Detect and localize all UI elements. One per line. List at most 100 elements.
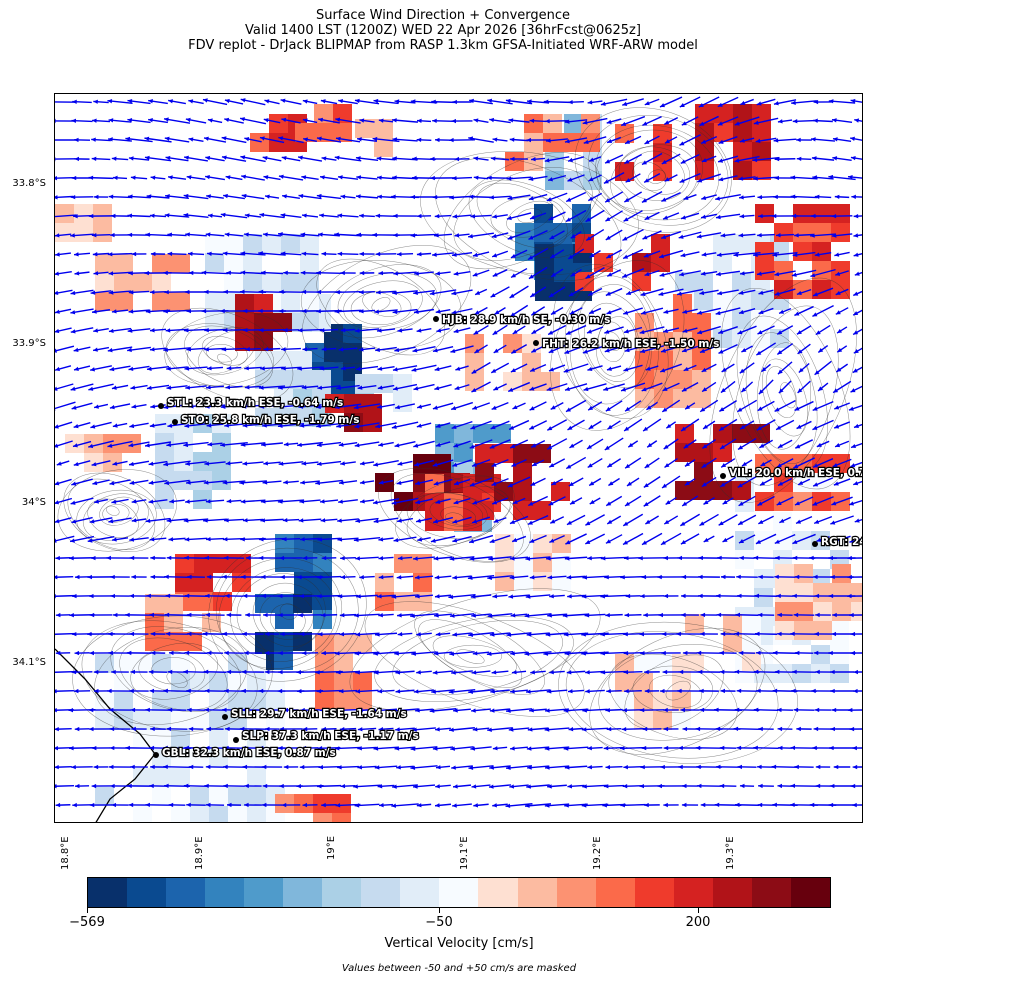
wind-arrow	[416, 118, 432, 124]
velocity-cell	[831, 204, 850, 223]
wind-arrow	[374, 708, 398, 713]
wind-arrow	[129, 688, 149, 694]
wind-arrow	[641, 532, 663, 546]
wind-arrow	[184, 289, 208, 295]
velocity-cell	[653, 162, 672, 181]
wind-arrow	[722, 497, 734, 505]
wind-arrow	[278, 174, 304, 181]
velocity-cell	[103, 453, 122, 472]
wind-arrow	[355, 517, 379, 524]
wind-arrow	[490, 156, 510, 161]
wind-arrow	[149, 423, 167, 428]
velocity-cell	[353, 691, 372, 710]
wind-arrow	[847, 574, 862, 580]
wind-arrow	[392, 784, 418, 789]
wind-arrow	[547, 324, 567, 336]
wind-arrow	[416, 632, 432, 637]
velocity-cell	[672, 673, 691, 692]
wind-arrow	[241, 669, 265, 675]
wind-arrow	[183, 441, 209, 448]
wind-arrow	[741, 459, 753, 467]
wind-arrow	[432, 670, 454, 675]
terrain-contour	[490, 196, 565, 238]
terrain-contour	[598, 321, 626, 362]
velocity-cell	[269, 114, 288, 133]
velocity-cell	[275, 534, 294, 553]
wind-arrow	[489, 708, 511, 713]
velocity-cell	[694, 443, 713, 462]
terrain-contour	[416, 492, 488, 530]
wind-arrow	[548, 364, 566, 372]
wind-arrow	[396, 479, 414, 485]
wind-arrow	[663, 555, 679, 561]
wind-arrow	[736, 688, 758, 694]
wind-arrow	[663, 117, 679, 125]
wind-arrow	[397, 613, 413, 618]
wind-arrow	[392, 156, 418, 161]
wind-arrow	[206, 574, 224, 580]
wind-arrow	[715, 764, 741, 770]
wind-arrow	[378, 575, 394, 580]
terrain-contour	[236, 573, 326, 653]
wind-arrow	[454, 233, 470, 238]
wind-arrow	[775, 419, 795, 431]
velocity-cell	[74, 223, 93, 242]
colorbar-swatch-18	[790, 878, 830, 907]
velocity-cell	[190, 711, 209, 730]
wind-arrow	[473, 175, 489, 180]
velocity-cell	[522, 372, 541, 391]
velocity-cell	[713, 310, 732, 329]
wind-arrow	[796, 420, 812, 430]
wind-arrow	[164, 479, 190, 486]
wind-arrow	[259, 212, 285, 219]
wind-arrow	[474, 288, 488, 296]
velocity-cell	[465, 334, 484, 353]
wind-arrow	[150, 764, 166, 770]
wind-arrow	[491, 458, 509, 468]
wind-arrow	[453, 497, 471, 505]
wind-arrow	[587, 746, 603, 751]
wind-arrow	[279, 726, 303, 732]
wind-arrow	[738, 233, 756, 238]
wind-arrow	[755, 342, 777, 356]
velocity-cell	[685, 614, 704, 633]
wind-arrow	[416, 422, 432, 428]
wind-arrow	[434, 365, 452, 372]
wind-arrow	[107, 99, 133, 104]
wind-arrow	[852, 745, 862, 751]
wind-arrow	[796, 726, 812, 732]
wind-arrow	[167, 175, 187, 180]
wind-arrow	[435, 271, 451, 276]
wind-arrow	[70, 327, 94, 334]
velocity-cell	[634, 673, 653, 692]
wind-arrow	[530, 157, 546, 162]
wind-arrow	[435, 727, 451, 732]
velocity-cell	[193, 414, 212, 433]
wind-arrow	[148, 479, 168, 485]
wind-arrow	[701, 381, 717, 393]
terrain-contour	[553, 264, 669, 419]
wind-arrow	[720, 233, 736, 238]
wind-arrow	[529, 534, 547, 544]
velocity-cell	[295, 123, 314, 142]
wind-arrow	[127, 117, 151, 124]
velocity-cell	[247, 749, 266, 768]
wind-arrow	[240, 98, 266, 106]
velocity-cell	[293, 351, 312, 370]
wind-arrow	[222, 251, 246, 256]
wind-arrow	[834, 194, 850, 200]
wind-arrow	[718, 344, 738, 354]
velocity-cell	[293, 594, 312, 613]
wind-arrow	[644, 135, 660, 145]
colorbar-swatch-1	[127, 878, 167, 907]
wind-arrow	[55, 517, 72, 524]
wind-arrow	[792, 119, 816, 124]
velocity-cell	[266, 692, 285, 711]
wind-arrow	[130, 707, 148, 713]
wind-arrow	[831, 496, 853, 506]
velocity-cell	[250, 133, 269, 152]
wind-arrow	[70, 233, 94, 238]
wind-arrow	[625, 173, 641, 183]
wind-arrow	[432, 516, 454, 524]
velocity-cell	[552, 572, 571, 591]
